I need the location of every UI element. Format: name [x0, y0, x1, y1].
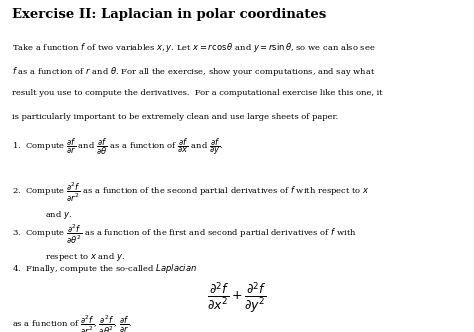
Text: 4.  Finally, compute the so-called $\mathit{Laplacian}$: 4. Finally, compute the so-called $\math… — [12, 262, 197, 275]
Text: Take a function $f$ of two variables $x, y$. Let $x = r\cos\theta$ and $y = r\si: Take a function $f$ of two variables $x,… — [12, 42, 375, 54]
Text: Exercise II: Laplacian in polar coordinates: Exercise II: Laplacian in polar coordina… — [12, 8, 326, 21]
Text: respect to $x$ and $y$.: respect to $x$ and $y$. — [45, 251, 125, 263]
Text: result you use to compute the derivatives.  For a computational exercise like th: result you use to compute the derivative… — [12, 89, 383, 97]
Text: is particularly important to be extremely clean and use large sheets of paper.: is particularly important to be extremel… — [12, 113, 338, 121]
Text: 2.  Compute $\dfrac{\partial^2 f}{\partial r^2}$ as a function of the second par: 2. Compute $\dfrac{\partial^2 f}{\partia… — [12, 181, 369, 204]
Text: $f$ as a function of $r$ and $\theta$. For all the exercise, show your computati: $f$ as a function of $r$ and $\theta$. F… — [12, 65, 375, 78]
Text: $\dfrac{\partial^2 f}{\partial x^2} + \dfrac{\partial^2 f}{\partial y^2}$: $\dfrac{\partial^2 f}{\partial x^2} + \d… — [207, 281, 267, 315]
Text: 3.  Compute $\dfrac{\partial^2 f}{\partial\theta^2}$ as a function of the first : 3. Compute $\dfrac{\partial^2 f}{\partia… — [12, 222, 356, 246]
Text: as a function of $\dfrac{\partial^2 f}{\partial r^2}$, $\dfrac{\partial^2 f}{\pa: as a function of $\dfrac{\partial^2 f}{\… — [12, 314, 132, 332]
Text: 1.  Compute $\dfrac{\partial f}{\partial r}$ and $\dfrac{\partial f}{\partial\th: 1. Compute $\dfrac{\partial f}{\partial … — [12, 136, 223, 157]
Text: and $y$.: and $y$. — [45, 209, 72, 221]
